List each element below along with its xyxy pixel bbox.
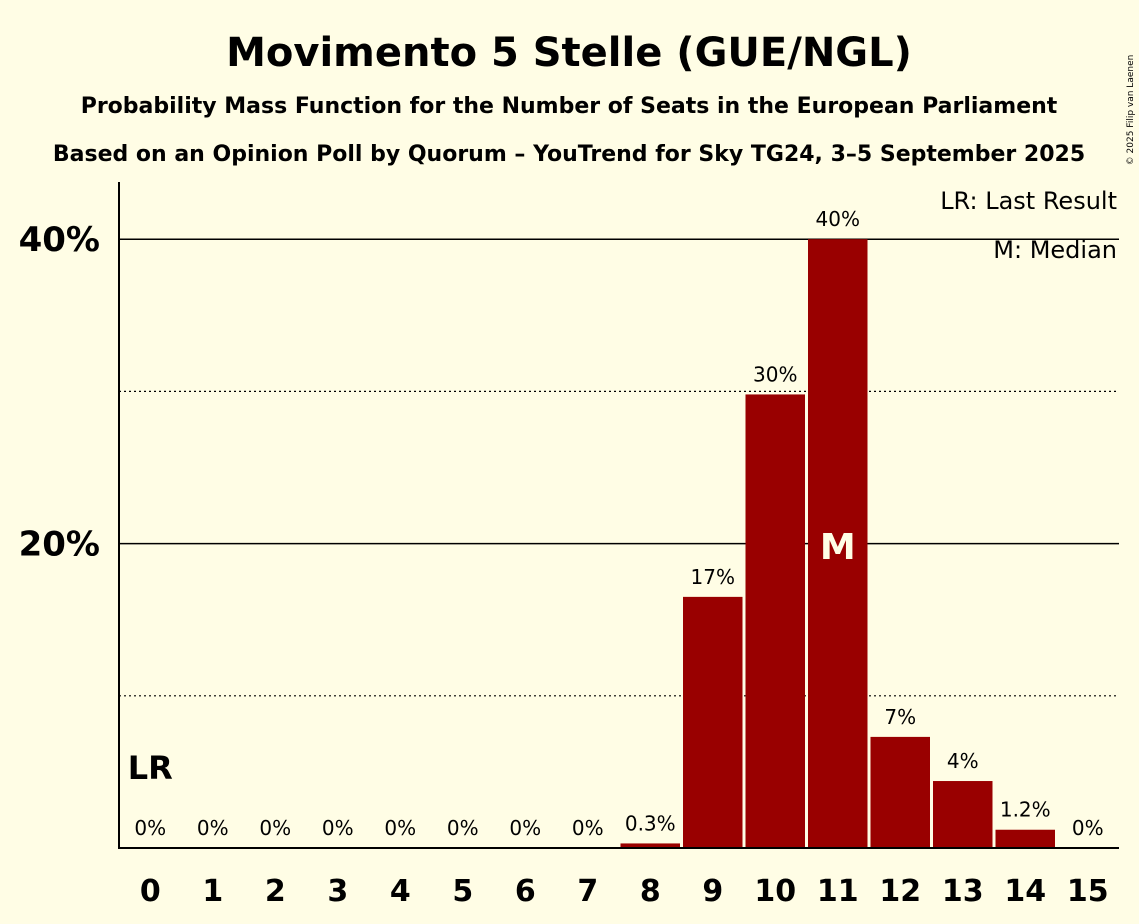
x-tick-label: 9 <box>702 874 723 909</box>
x-tick-label: 3 <box>327 874 348 909</box>
bar-value-label: 17% <box>691 565 735 589</box>
x-tick-label: 5 <box>452 874 473 909</box>
chart-title: Movimento 5 Stelle (GUE/NGL) <box>226 30 912 76</box>
bar-value-label: 4% <box>947 749 979 773</box>
bar-value-label: 0% <box>134 816 166 840</box>
bar-8 <box>620 843 680 848</box>
gridlines <box>119 238 1119 697</box>
bar-value-labels: 0% LR 0% 0% 0% 0% 0% 0% 0% 0.3% 17% 30% 40% M 7% 4% 1.2%… <box>128 207 1104 840</box>
x-tick-label: 14 <box>1004 874 1046 909</box>
bar-value-label: 0% <box>322 816 354 840</box>
chart-subtitle: Probability Mass Function for the Number… <box>81 94 1058 119</box>
legend-median: M: Median <box>993 236 1117 264</box>
x-tick-label: 11 <box>817 874 859 909</box>
bar-value-label: 0% <box>259 816 291 840</box>
chart-subtitle-source: Based on an Opinion Poll by Quorum – You… <box>53 142 1085 167</box>
bar-value-label: 1.2% <box>1000 798 1051 822</box>
x-tick-label: 6 <box>515 874 536 909</box>
x-tick-label: 2 <box>265 874 286 909</box>
bar-11 <box>808 239 868 848</box>
bar-9 <box>683 596 743 848</box>
x-tick-label: 7 <box>577 874 598 909</box>
bar-value-label: 0% <box>197 816 229 840</box>
bar-value-label: 0% <box>572 816 604 840</box>
bar-10 <box>745 394 805 848</box>
y-axis-ticks: 20% 40% <box>19 220 100 564</box>
x-axis-ticks: 0 1 2 3 4 5 6 7 8 9 10 11 12 13 14 15 <box>140 874 1109 909</box>
median-marker: M <box>820 527 856 568</box>
bar-value-label: 0% <box>384 816 416 840</box>
x-tick-label: 12 <box>879 874 921 909</box>
bar-value-label: 7% <box>884 705 916 729</box>
copyright-notice: © 2025 Filip van Laenen <box>1126 55 1136 166</box>
x-tick-label: 0 <box>140 874 161 909</box>
bars <box>620 239 1055 848</box>
bar-14 <box>995 829 1055 848</box>
bar-value-label: 0% <box>509 816 541 840</box>
bar-value-label: 0.3% <box>625 811 676 835</box>
bar-13 <box>933 781 993 848</box>
y-tick-label: 20% <box>19 525 100 565</box>
x-tick-label: 1 <box>202 874 223 909</box>
bar-value-label: 30% <box>753 362 797 386</box>
x-tick-label: 10 <box>754 874 796 909</box>
x-tick-label: 13 <box>942 874 984 909</box>
bar-value-label: 0% <box>1072 816 1104 840</box>
bar-value-label: 0% <box>447 816 479 840</box>
x-tick-label: 15 <box>1067 874 1109 909</box>
x-tick-label: 8 <box>640 874 661 909</box>
legend-last-result: LR: Last Result <box>940 187 1117 215</box>
y-tick-label: 40% <box>19 220 100 260</box>
bar-12 <box>870 736 930 848</box>
last-result-marker: LR <box>128 749 173 787</box>
bar-value-label: 40% <box>816 207 860 231</box>
x-tick-label: 4 <box>390 874 411 909</box>
